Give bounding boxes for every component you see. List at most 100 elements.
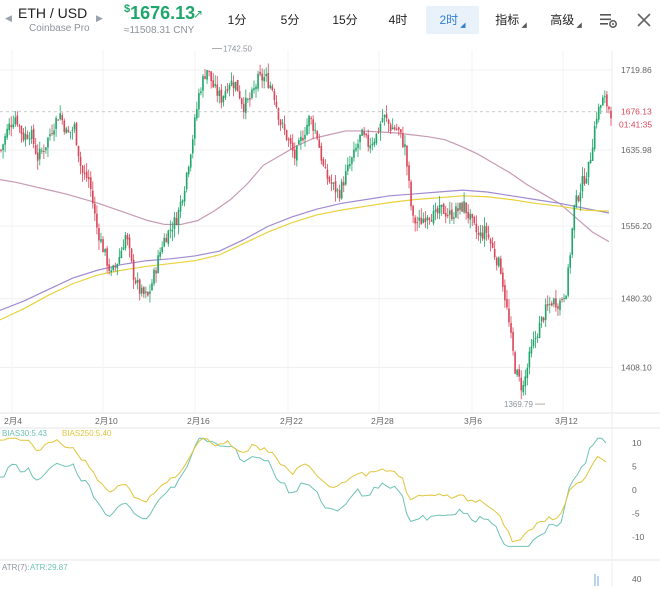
candle-body bbox=[314, 129, 316, 131]
dropdown-corner-icon: ◢ bbox=[576, 22, 582, 29]
x-tick-label: 2月28 bbox=[371, 416, 394, 426]
tab-indicators[interactable]: 指标 ◢ bbox=[489, 6, 533, 34]
candle-body bbox=[571, 228, 574, 255]
candle-body bbox=[120, 250, 123, 258]
candle-body bbox=[587, 161, 590, 178]
candle-body bbox=[92, 190, 94, 204]
tab-5min[interactable]: 5分 bbox=[275, 6, 305, 34]
candle-body bbox=[28, 138, 31, 140]
x-tick-label: 2月10 bbox=[95, 416, 118, 426]
candle-body bbox=[332, 182, 335, 184]
candle-body bbox=[287, 139, 290, 141]
atr-value-label: ATR:29.87 bbox=[30, 563, 68, 572]
candle-body bbox=[371, 143, 374, 146]
candle-body bbox=[453, 217, 455, 219]
candle-body bbox=[220, 89, 223, 103]
candle-body bbox=[273, 91, 276, 101]
candle-body bbox=[300, 136, 302, 142]
candle-body bbox=[518, 369, 520, 377]
tab-4h[interactable]: 4时 bbox=[383, 6, 413, 34]
bias250-label: BIAS250:5.40 bbox=[62, 429, 112, 438]
candle-body bbox=[557, 306, 559, 309]
candle-body bbox=[242, 103, 245, 113]
candle-body bbox=[226, 89, 229, 92]
candle-body bbox=[51, 133, 53, 135]
bias30-line bbox=[0, 437, 607, 547]
candle-body bbox=[524, 376, 527, 387]
candle-body bbox=[424, 218, 427, 223]
candle-body bbox=[236, 79, 239, 92]
candle-body bbox=[426, 217, 429, 221]
price-up-arrow-icon: ↗ bbox=[193, 7, 204, 21]
candle-body bbox=[265, 74, 268, 77]
candle-body bbox=[320, 146, 323, 161]
chart-area[interactable]: 1742.50 1369.79 1719.86 1635.98 1556.20 1480… bbox=[0, 40, 660, 586]
candle-body bbox=[224, 90, 227, 98]
close-icon[interactable] bbox=[633, 9, 655, 31]
candle-body bbox=[161, 247, 163, 253]
candle-body bbox=[316, 131, 319, 139]
candle-body bbox=[308, 116, 310, 127]
candle-body bbox=[12, 124, 15, 128]
candle-body bbox=[565, 295, 567, 300]
pair-name[interactable]: ETH / USD bbox=[18, 5, 88, 21]
candle-body bbox=[65, 128, 68, 134]
candle-body bbox=[465, 202, 467, 214]
tab-1min[interactable]: 1分 bbox=[222, 6, 252, 34]
candle-body bbox=[38, 148, 41, 160]
tab-advanced[interactable]: 高级 ◢ bbox=[544, 6, 588, 34]
candle-body bbox=[402, 133, 404, 147]
candle-body bbox=[134, 280, 137, 284]
candle-body bbox=[208, 70, 210, 72]
candle-body bbox=[191, 139, 194, 154]
candle-body bbox=[359, 134, 361, 143]
candle-body bbox=[526, 367, 529, 378]
candle-body bbox=[510, 322, 512, 333]
candle-body bbox=[2, 144, 4, 151]
price-y-axis: 1719.86 1635.98 1556.20 1480.30 1408.10 1676.… bbox=[613, 65, 660, 373]
bias-y-tick-label: 0 bbox=[632, 485, 637, 495]
candle-body bbox=[383, 115, 386, 118]
y-tick-label: 1719.86 bbox=[621, 65, 652, 75]
candle-body bbox=[55, 117, 57, 129]
candle-body bbox=[538, 322, 541, 339]
candle-body bbox=[293, 149, 296, 159]
atr-panel: ATR(7): ATR:29.87 40 bbox=[2, 563, 642, 586]
candle-body bbox=[238, 91, 241, 99]
candle-body bbox=[342, 182, 345, 186]
candle-body bbox=[349, 163, 351, 167]
candle-body bbox=[45, 147, 47, 151]
prev-pair-arrow-icon[interactable]: ◀ bbox=[5, 13, 12, 23]
candle-body bbox=[8, 123, 10, 131]
candle-body bbox=[171, 229, 174, 232]
candle-body bbox=[255, 86, 257, 90]
dropdown-corner-icon: ◢ bbox=[521, 22, 527, 29]
candle-body bbox=[318, 139, 321, 148]
tab-2h[interactable]: 2时 ◢ bbox=[426, 6, 479, 34]
tab-label: 15分 bbox=[332, 13, 358, 27]
candle-body bbox=[606, 94, 608, 107]
candle-body bbox=[49, 134, 51, 137]
bias-y-tick-label: -5 bbox=[632, 509, 640, 519]
candle-body bbox=[218, 90, 221, 96]
candle-body bbox=[167, 230, 170, 244]
candle-body bbox=[551, 303, 553, 306]
price-chart-svg[interactable]: 1742.50 1369.79 1719.86 1635.98 1556.20 1480… bbox=[0, 40, 660, 586]
candle-body bbox=[430, 220, 433, 222]
x-tick-label: 2月4 bbox=[4, 416, 22, 426]
tab-15min[interactable]: 15分 bbox=[328, 6, 362, 34]
candle-body bbox=[347, 164, 349, 172]
candle-body bbox=[408, 165, 410, 181]
candle-body bbox=[412, 205, 414, 216]
next-pair-arrow-icon[interactable]: ▶ bbox=[96, 13, 103, 23]
candle-body bbox=[355, 147, 357, 151]
candle-body bbox=[75, 122, 78, 146]
chart-settings-icon[interactable] bbox=[597, 9, 619, 31]
candle-body bbox=[71, 129, 74, 131]
candle-body bbox=[602, 97, 604, 106]
candle-body bbox=[489, 239, 492, 244]
candle-body bbox=[377, 131, 380, 133]
candle-body bbox=[467, 211, 469, 219]
current-price-value: 1676.13 bbox=[130, 3, 196, 23]
candle-body bbox=[475, 223, 478, 233]
